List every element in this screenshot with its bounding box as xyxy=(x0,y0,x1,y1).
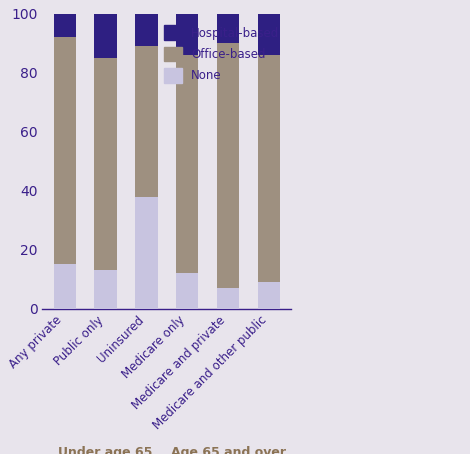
Bar xyxy=(258,14,280,55)
Bar xyxy=(217,14,239,43)
Bar xyxy=(217,43,239,288)
Bar xyxy=(54,37,76,264)
Bar xyxy=(54,14,76,37)
Bar xyxy=(176,55,198,273)
Text: Under age 65: Under age 65 xyxy=(58,446,153,454)
Bar xyxy=(94,58,117,270)
Bar xyxy=(94,270,117,309)
Bar xyxy=(176,14,198,55)
Bar xyxy=(135,14,157,46)
Text: Age 65 and over: Age 65 and over xyxy=(171,446,286,454)
Bar xyxy=(176,273,198,309)
Bar xyxy=(54,264,76,309)
Legend: Hospital-based, Office-based, None: Hospital-based, Office-based, None xyxy=(158,20,285,89)
Bar xyxy=(135,46,157,197)
Bar xyxy=(217,288,239,309)
Bar xyxy=(258,282,280,309)
Bar xyxy=(258,55,280,282)
Bar xyxy=(94,14,117,58)
Bar xyxy=(135,197,157,309)
